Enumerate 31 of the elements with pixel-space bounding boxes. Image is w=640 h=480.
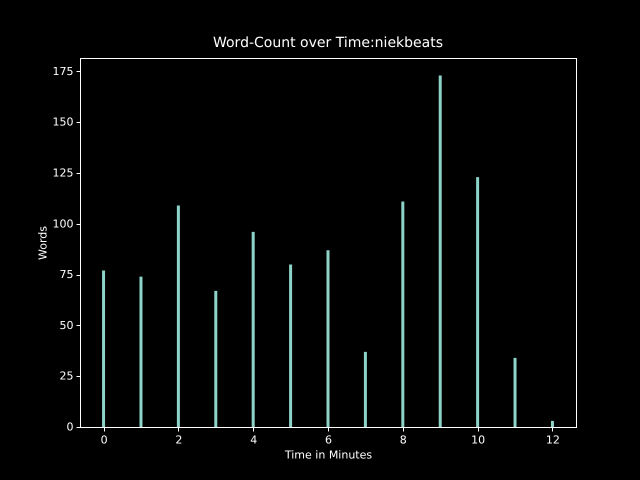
y-tick-label: 50	[60, 318, 74, 332]
y-tick-label: 25	[60, 370, 74, 383]
x-tick-label: 8	[400, 434, 407, 446]
bar	[252, 232, 255, 427]
y-axis-title: Words	[36, 226, 50, 260]
x-tick-label: 4	[250, 434, 258, 446]
y-tick-label: 175	[52, 64, 74, 78]
x-tick-label: 10	[471, 434, 486, 446]
y-tick-label: 150	[52, 116, 74, 129]
bar	[550, 420, 554, 427]
bar	[326, 250, 330, 427]
bar	[176, 206, 180, 427]
x-tick-label: 6	[325, 434, 332, 446]
x-tick-label: 0	[100, 434, 108, 446]
bar	[401, 201, 404, 427]
bar	[514, 358, 517, 427]
bar	[438, 75, 442, 427]
bar	[102, 270, 106, 427]
x-tick-label: 12	[546, 434, 560, 446]
bar	[139, 276, 142, 427]
x-axis-title: Time in Minutes	[284, 448, 372, 462]
bar	[289, 264, 292, 427]
bar	[364, 352, 367, 427]
y-tick-label: 100	[52, 217, 74, 230]
y-tick-label: 0	[66, 420, 74, 434]
chart-title: Word-Count over Time:niekbeats	[212, 35, 444, 51]
bar	[214, 290, 218, 427]
y-tick-label: 125	[52, 166, 74, 180]
y-tick-label: 75	[60, 268, 74, 282]
bar	[476, 177, 480, 427]
x-tick-label: 2	[175, 434, 182, 446]
